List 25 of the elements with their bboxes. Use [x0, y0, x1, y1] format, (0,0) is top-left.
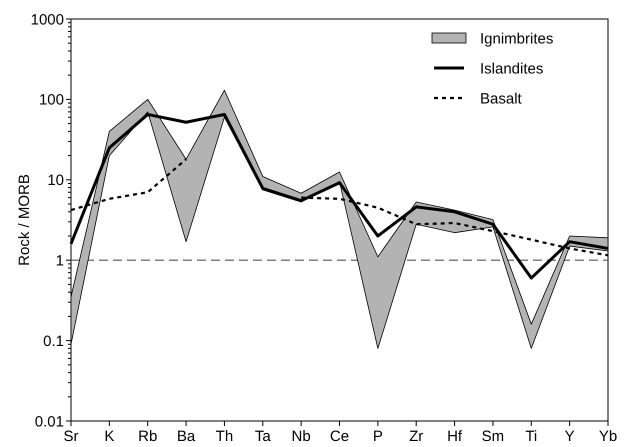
x-tick-label: Ba	[176, 428, 196, 445]
legend-label: Basalt	[480, 90, 523, 108]
y-tick-label: 0.01	[34, 413, 64, 430]
x-tick-label: Hf	[447, 428, 463, 445]
y-tick-label: 1	[56, 252, 64, 270]
x-tick-label: Zr	[409, 428, 424, 445]
x-tick-label: Sr	[64, 428, 79, 445]
x-tick-label: Y	[564, 428, 575, 445]
x-tick-label: Yb	[598, 428, 618, 445]
y-axis-title: Rock / MORB	[16, 174, 33, 266]
x-tick-label: P	[372, 428, 383, 445]
y-tick-label: 100	[38, 92, 64, 109]
y-tick-label: 10	[47, 172, 64, 190]
x-tick-label: Ce	[330, 428, 350, 445]
x-tick-label: Ti	[525, 428, 538, 445]
x-tick-label: Th	[216, 428, 234, 445]
x-tick-label: K	[104, 428, 114, 445]
y-tick-label: 0.1	[43, 332, 64, 350]
legend-label: Islandites	[480, 60, 544, 78]
x-tick-label: Nb	[292, 428, 311, 445]
x-tick-label: Sm	[482, 428, 504, 445]
x-tick-label: Rb	[138, 428, 158, 445]
legend-label: Ignimbrites	[480, 30, 554, 48]
x-tick-label: Ta	[254, 428, 272, 445]
y-tick-label: 1000	[30, 11, 64, 28]
